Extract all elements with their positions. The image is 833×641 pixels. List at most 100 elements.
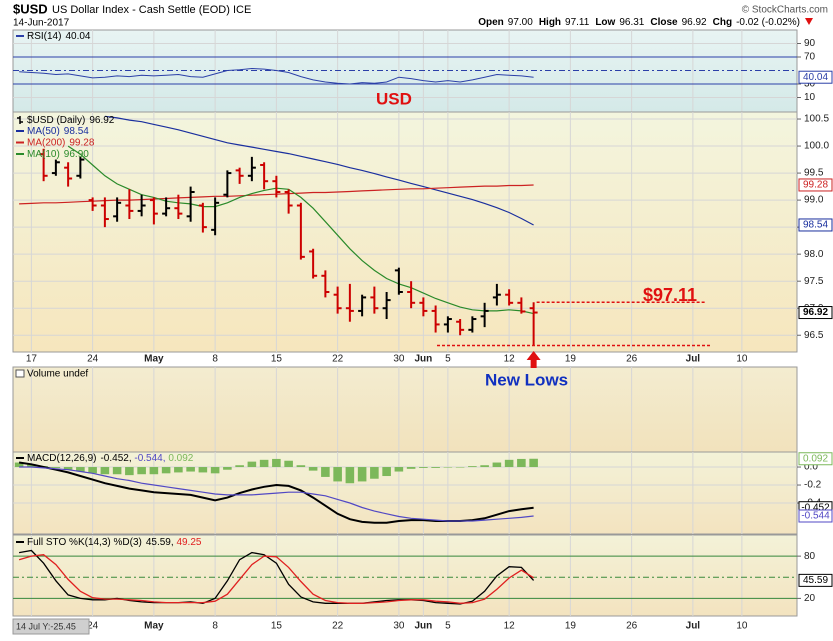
quote-value: 96.31 — [619, 17, 644, 28]
x-tick-label: 15 — [271, 354, 283, 365]
legend-name: MA(10) — [27, 149, 60, 160]
legend: $USD (Daily) 96.92 — [27, 115, 115, 126]
histogram-bar — [345, 467, 355, 484]
legend-value: 40.04 — [65, 31, 90, 42]
annotation: $97.11 — [643, 285, 697, 305]
x-tick-label: 15 — [271, 621, 283, 632]
legend-value: 49.25 — [176, 537, 201, 548]
quote-name: Open — [478, 17, 504, 28]
x-tick-label: 5 — [445, 354, 451, 365]
panel-background — [12, 451, 798, 535]
histogram-bar — [27, 464, 36, 468]
x-tick-label: 19 — [565, 354, 577, 365]
histogram-bar — [517, 458, 526, 468]
legend: Volume undef — [27, 369, 88, 380]
legend-name: MA(200) — [27, 137, 65, 148]
legend-value: -0.544 — [134, 453, 163, 464]
crosshair-box — [12, 618, 90, 635]
histogram-bar — [468, 466, 477, 468]
y-tick-label: 80 — [804, 551, 816, 562]
legend-separator: , — [163, 453, 169, 464]
histogram-bar — [419, 467, 428, 468]
histogram-bar — [296, 465, 306, 468]
down-icon — [805, 18, 813, 25]
value-box-label: 99.28 — [803, 180, 828, 191]
y-tick-label: 100.0 — [804, 141, 829, 152]
legend-value: 96.92 — [89, 115, 114, 126]
series-line — [18, 549, 535, 605]
arrow — [526, 351, 541, 368]
x-tick-label: May — [144, 354, 164, 365]
value-box — [798, 218, 833, 232]
value-box-label: 0.092 — [803, 453, 828, 464]
x-tick-label: Jun — [414, 621, 432, 632]
histogram-bar — [431, 467, 440, 468]
histogram-bar — [357, 467, 367, 482]
crosshair-readout: 14 Jul Y:-25.45 — [16, 621, 76, 631]
histogram-bar — [382, 467, 391, 477]
legend-separator: , — [171, 537, 177, 548]
series-line — [19, 466, 534, 522]
copyright: © StockCharts.com — [742, 5, 828, 16]
histogram-bar — [174, 467, 183, 473]
histogram-bar — [137, 467, 146, 475]
y-tick-label: -0.2 — [804, 480, 822, 491]
value-box — [798, 573, 833, 587]
annotation: USD — [376, 89, 412, 108]
quote-name: Chg — [713, 17, 732, 28]
x-tick-label: May — [144, 621, 164, 632]
histogram-bar — [308, 467, 318, 471]
legend-separator: , — [129, 453, 135, 464]
value-box-label: -0.452 — [801, 502, 830, 513]
quote-name: Low — [595, 17, 615, 28]
value-box — [798, 452, 833, 466]
value-box-label: 98.54 — [803, 220, 828, 231]
histogram-bar — [492, 462, 502, 468]
x-tick-label: 10 — [736, 621, 748, 632]
y-tick-label: 70 — [804, 52, 816, 63]
legend: RSI(14) 40.04 — [27, 31, 91, 42]
y-tick-label: 0.0 — [804, 462, 818, 473]
series-line — [19, 67, 534, 85]
legend-name: MA(50) — [27, 126, 60, 137]
histogram-bar — [259, 459, 269, 468]
value-box-label: 96.92 — [803, 307, 828, 318]
histogram-bar — [51, 467, 61, 468]
histogram-bar — [272, 458, 281, 468]
histogram-bar — [88, 467, 97, 474]
histogram-bar — [406, 467, 416, 469]
histogram-bar — [235, 465, 244, 468]
y-tick-label: 96.5 — [804, 330, 824, 341]
series-line — [18, 554, 534, 604]
histogram-bar — [186, 467, 195, 472]
y-tick-label: 10 — [804, 92, 816, 103]
annotation: New Lows — [485, 370, 568, 389]
histogram-bar — [198, 467, 208, 473]
histogram-bar — [76, 467, 85, 472]
legend: MA(10) 96.90 — [27, 149, 89, 160]
value-box — [798, 70, 833, 84]
legend-name: RSI(14) — [27, 31, 61, 42]
series-line — [104, 115, 534, 226]
x-tick-label: 17 — [26, 354, 38, 365]
histogram-bar — [100, 467, 110, 475]
quote-value: 97.11 — [565, 17, 590, 28]
x-tick-label: Jul — [686, 621, 701, 632]
histogram-bar — [149, 467, 159, 475]
quote-name: High — [539, 17, 561, 28]
legend-value: 0.092 — [168, 453, 193, 464]
quote-value: 96.92 — [682, 17, 707, 28]
legend-value: 45.59 — [146, 537, 171, 548]
histogram-bar — [455, 467, 465, 468]
y-tick-label: 20 — [804, 593, 816, 604]
y-tick-label: 99.5 — [804, 168, 824, 179]
x-tick-label: 26 — [626, 354, 638, 365]
legend: MA(200) 99.28 — [27, 137, 95, 148]
y-tick-label: 97.5 — [804, 276, 824, 287]
histogram-bar — [223, 467, 232, 470]
histogram-bar — [247, 461, 257, 468]
legend-name: $USD (Daily) — [27, 115, 85, 126]
legend: Full STO %K(14,3) %D(3) 45.59, 49.25 — [27, 537, 202, 548]
x-tick-label: 22 — [332, 621, 344, 632]
